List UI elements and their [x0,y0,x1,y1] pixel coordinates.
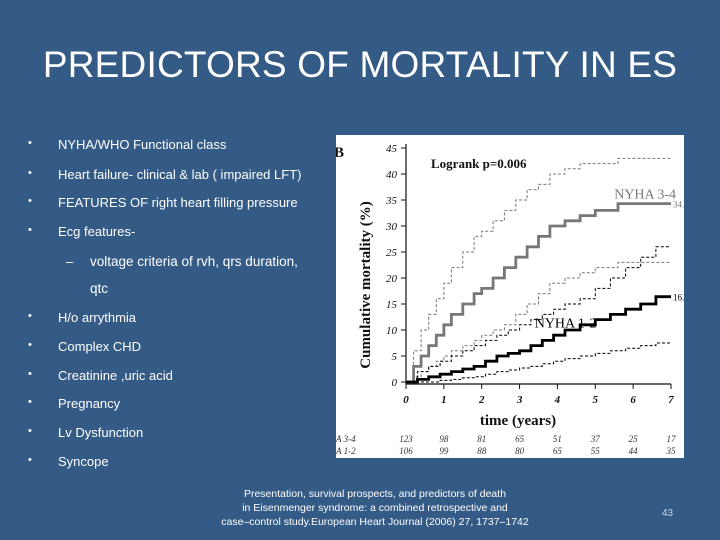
bullet-dot: • [28,137,32,149]
bullet-dot: • [28,310,32,322]
risk-value: 25 [629,434,639,444]
series-line [406,202,671,384]
sub-bullet-text-cont: qtc [90,281,109,296]
x-tick-label: 0 [403,394,409,406]
y-tick-label: 15 [386,299,398,311]
y-tick-label: 25 [386,247,398,259]
bullet-text: Ecg features- [58,224,136,239]
risk-value: 65 [553,446,563,456]
ci-lower-line [406,342,671,383]
y-tick-label: 45 [386,143,398,155]
bullet-dot: • [28,396,32,408]
y-tick-label: 30 [385,221,398,233]
risk-value: 106 [399,446,413,456]
bullet-text: Lv Dysfunction [58,425,144,440]
bullet-text: Complex CHD [58,339,142,354]
bullet-text: Heart failure- clinical & lab ( impaired… [58,167,302,182]
citation: Presentation, survival prospects, and pr… [205,487,545,529]
risk-value: 35 [666,446,677,456]
sub-bullet-text: voltage criteria of rvh, qrs duration, [90,254,298,269]
bullet-text: Pregnancy [58,396,121,411]
risk-value: 51 [553,434,562,444]
risk-value: 80 [515,446,525,456]
slide-title: PREDICTORS OF MORTALITY IN ES [42,44,678,85]
x-tick-label: 3 [516,394,523,406]
survival-chart-svg: B Cumulative mortality (%) Logrank p=0.0… [334,143,689,456]
risk-value: 55 [591,446,601,456]
ci-upper-line [406,246,671,383]
chart-curves: 34.3NYHA 3-4 16.4 NYHA 1-2 [406,157,689,384]
y-tick-label: 5 [392,351,398,363]
bullet-dot: • [28,425,32,437]
panel-label: B [336,145,344,161]
risk-value: 81 [477,434,486,444]
sub-bullet-dash: – [66,254,74,269]
risk-value: 65 [515,434,525,444]
risk-value: 98 [439,434,449,444]
y-tick-label: 20 [386,273,398,285]
x-axis-label: time (years) [480,413,556,429]
risk-table: A 3-4 123 98 81 65 51 37 25 17 A 1-2 106 99 88 80 65 55… [335,434,677,456]
y-tick-label: 40 [386,169,398,181]
bullet-dot: • [28,224,32,236]
series-label: NYHA 1-2 [535,316,597,331]
risk-value: 123 [399,434,413,444]
risk-row-label: A 1-2 [336,446,356,456]
risk-value: 88 [477,446,487,456]
bullet-text: Creatinine ,uric acid [58,368,173,383]
bullet-text: NYHA/WHO Functional class [58,137,227,152]
bullet-dot: • [28,195,32,207]
bullet-text: Syncope [58,454,109,469]
series-end-label: 34.3 [673,200,684,210]
risk-value: 17 [667,434,677,444]
page-number: 43 [662,508,674,519]
x-tick-label: 5 [593,394,599,406]
bullet-text: H/o arrythmia [58,310,137,325]
x-tick-label: 7 [668,394,674,406]
y-axis-label: Cumulative mortality (%) [358,201,374,368]
logrank-annotation: Logrank p=0.006 [431,156,527,171]
bullet-text: FEATURES OF right heart filling pressure [58,195,298,210]
x-tick-label: 1 [441,394,447,406]
bullet-dot: • [28,368,32,380]
y-tick-label: 0 [392,377,398,389]
series-end-label: 16.4 [673,293,684,303]
bullet-dot: • [28,167,32,179]
series-label: NYHA 3-4 [614,187,676,202]
survival-chart: B Cumulative mortality (%) Logrank p=0.0… [334,135,689,458]
citation-line: in Eisenmenger syndrome: a combined retr… [242,502,508,514]
risk-value: 44 [629,446,639,456]
risk-row-label: A 3-4 [336,434,356,444]
series-line [406,295,671,384]
bullet-dot: • [28,339,32,351]
risk-value: 99 [439,446,449,456]
citation-line: Presentation, survival prospects, and pr… [243,488,507,500]
y-tick-label: 10 [386,325,398,337]
x-tick-label: 4 [554,394,561,406]
x-tick-label: 6 [630,394,636,406]
citation-line: case–control study.European Heart Journa… [221,516,529,528]
risk-value: 37 [590,434,601,444]
bullet-dot: • [28,454,32,466]
y-tick-label: 35 [385,195,398,207]
x-tick-label: 2 [478,394,485,406]
